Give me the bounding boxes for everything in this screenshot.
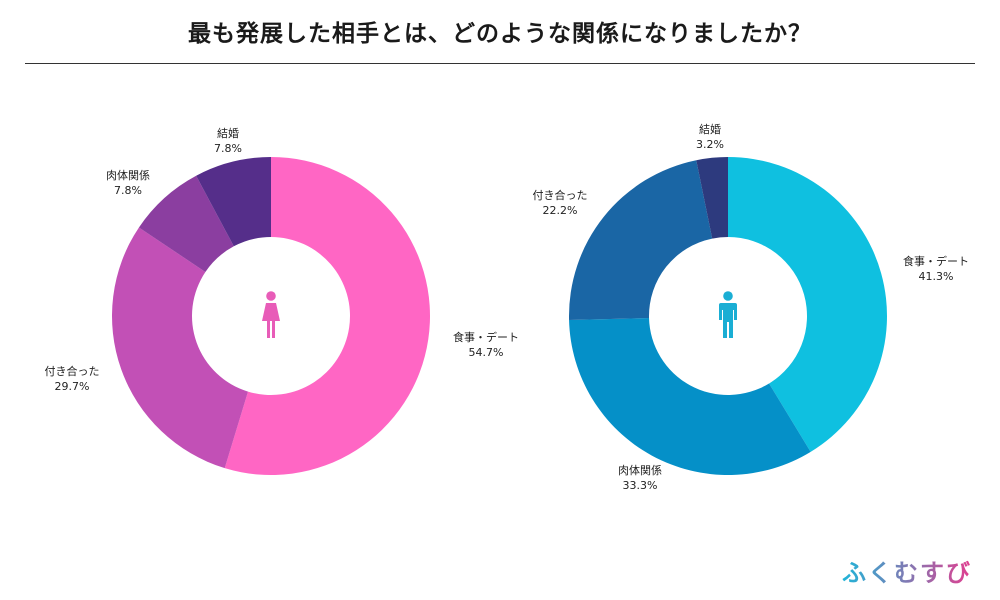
female-donut-chart xyxy=(111,157,430,475)
donut-slice xyxy=(569,160,713,320)
slice-label: 結婚 7.8% xyxy=(214,127,242,155)
female-icon xyxy=(262,291,280,338)
donut-slice xyxy=(138,175,234,273)
slice-label: 食事・デート 54.7% xyxy=(453,331,519,359)
donut-slice xyxy=(696,157,728,239)
slice-label: 肉体関係 7.8% xyxy=(106,169,150,197)
donut-slice xyxy=(728,157,887,452)
slice-label: 付き合った 22.2% xyxy=(532,189,588,217)
donut-slice xyxy=(111,227,249,469)
slice-label: 肉体関係 33.3% xyxy=(618,464,662,492)
donut-slice xyxy=(196,157,271,247)
male-icon xyxy=(719,291,737,338)
title-divider xyxy=(25,63,975,64)
slice-label: 食事・デート 41.3% xyxy=(903,255,969,283)
chart-title: 最も発展した相手とは、どのような関係になりましたか？ xyxy=(188,21,812,47)
male-donut-chart xyxy=(569,157,887,475)
slice-label: 付き合った 29.7% xyxy=(44,365,100,393)
slice-label: 結婚 3.2% xyxy=(696,123,724,151)
donut-slice xyxy=(569,317,811,475)
donut-slice xyxy=(224,157,430,475)
brand-logo: ふくむすび xyxy=(842,553,972,588)
